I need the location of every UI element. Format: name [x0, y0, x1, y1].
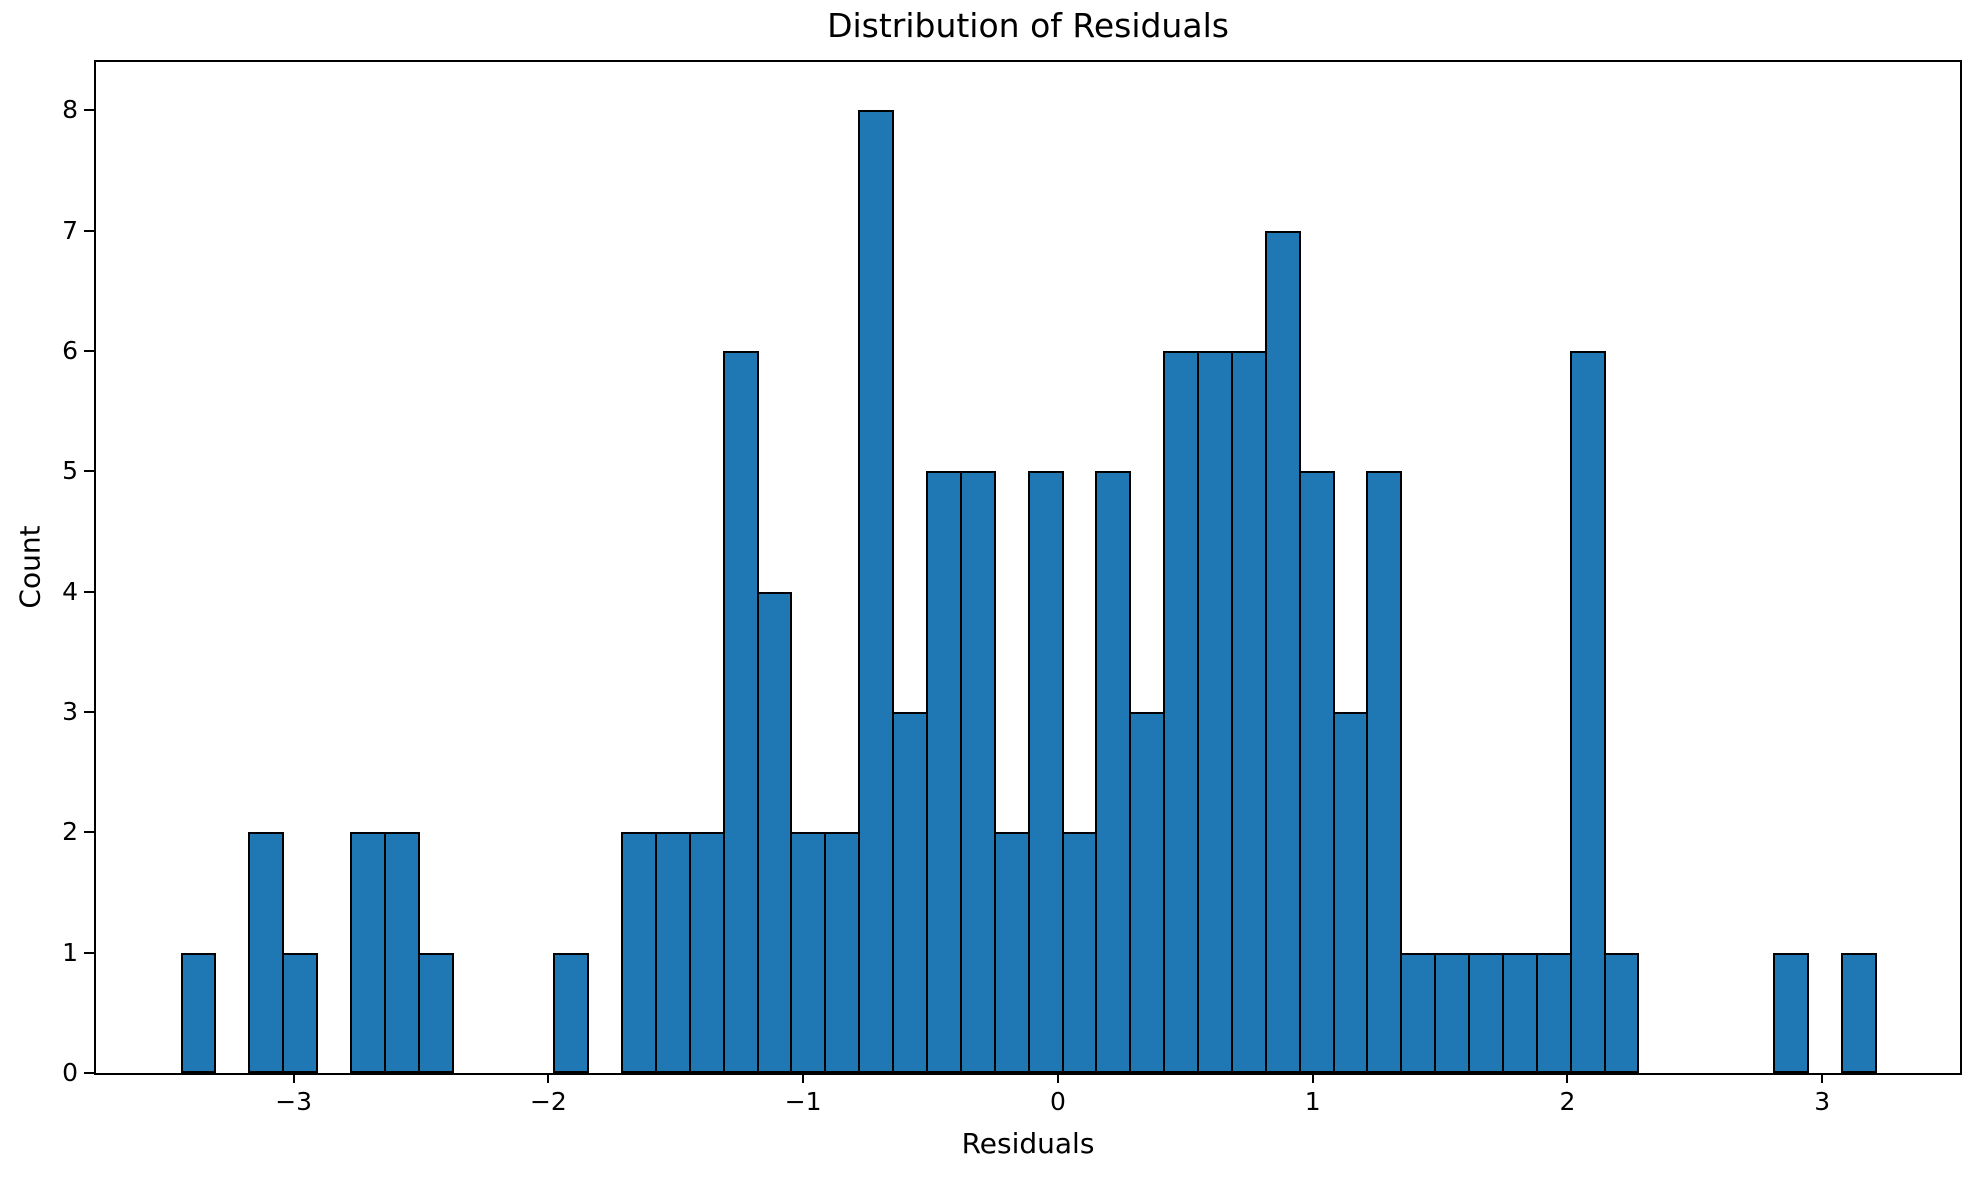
y-tick-label: 2 [62, 817, 78, 847]
histogram-bar [417, 952, 454, 1073]
histogram-bar [993, 832, 1030, 1073]
histogram-bar [858, 110, 895, 1073]
y-tick-mark [84, 710, 94, 713]
histogram-bar [1366, 471, 1403, 1073]
histogram-bar [824, 832, 861, 1073]
x-tick-label: 2 [1559, 1087, 1576, 1116]
histogram-bar [1129, 711, 1166, 1073]
y-tick-label: 0 [62, 1058, 78, 1087]
histogram-bar [925, 471, 962, 1073]
histogram-bar [1569, 350, 1606, 1073]
histogram-bar [959, 471, 996, 1073]
histogram-bar [892, 711, 928, 1073]
x-tick-mark [1566, 1073, 1569, 1083]
x-axis-label: Residuals [961, 1127, 1095, 1160]
x-tick-mark [802, 1073, 805, 1083]
histogram-bar [654, 832, 691, 1073]
x-tick-label: −2 [529, 1087, 567, 1116]
y-tick-label: 3 [62, 696, 78, 726]
y-tick-mark [84, 1072, 94, 1074]
x-tick-mark [1311, 1073, 1314, 1083]
y-tick-mark [84, 470, 94, 473]
histogram-bar [1535, 952, 1572, 1073]
histogram-bar [1501, 952, 1538, 1073]
y-tick-label: 5 [62, 456, 78, 486]
y-tick-mark [84, 229, 94, 232]
histogram-bar [688, 832, 725, 1073]
histogram-bar [1332, 711, 1369, 1073]
x-tick-mark [292, 1073, 295, 1083]
histogram-bar [1603, 952, 1640, 1073]
y-tick-mark [84, 831, 94, 834]
y-tick-mark [84, 951, 94, 954]
y-tick-mark [84, 349, 94, 352]
y-tick-mark [84, 109, 94, 112]
histogram-bar [1264, 230, 1301, 1073]
y-tick-label: 7 [62, 215, 78, 245]
y-axis-label: Count [13, 525, 47, 609]
histogram-bar [790, 832, 827, 1073]
y-tick-mark [84, 590, 94, 593]
y-tick-label: 1 [62, 937, 78, 967]
histogram-bar [1197, 350, 1233, 1073]
histogram-bar [1230, 350, 1267, 1073]
x-tick-mark [1821, 1073, 1824, 1083]
histogram-bar [621, 832, 657, 1073]
histogram-bar [180, 952, 217, 1073]
histogram-bar [1298, 471, 1335, 1073]
histogram-bar [1468, 952, 1504, 1073]
histogram-bar [282, 952, 319, 1073]
histogram-bar [722, 350, 759, 1073]
x-tick-mark [1056, 1073, 1059, 1083]
x-tick-mark [547, 1073, 550, 1083]
y-tick-label: 6 [62, 335, 78, 365]
histogram-bar [1095, 471, 1132, 1073]
histogram-bar [248, 832, 285, 1073]
histogram-bar [1163, 350, 1200, 1073]
histogram-bar [1840, 952, 1877, 1073]
x-tick-label: −3 [275, 1087, 313, 1116]
y-tick-label: 8 [62, 95, 78, 125]
x-tick-label: 3 [1814, 1087, 1831, 1116]
histogram-bar [756, 591, 793, 1073]
x-tick-label: −1 [784, 1087, 822, 1116]
histogram-bar [350, 832, 386, 1073]
histogram-bar [1773, 952, 1809, 1073]
histogram-bar [1061, 832, 1098, 1073]
histogram-bar [383, 832, 420, 1073]
x-tick-label: 0 [1049, 1087, 1066, 1116]
histogram-bar [1400, 952, 1437, 1073]
y-tick-label: 4 [62, 576, 78, 606]
histogram-bar [1434, 952, 1471, 1073]
histogram-bars [96, 62, 1960, 1073]
chart-title: Distribution of Residuals [827, 6, 1229, 45]
histogram-bar [553, 952, 590, 1073]
plot-area [94, 60, 1962, 1075]
histogram-bar [1027, 471, 1064, 1073]
x-tick-label: 1 [1304, 1087, 1321, 1116]
